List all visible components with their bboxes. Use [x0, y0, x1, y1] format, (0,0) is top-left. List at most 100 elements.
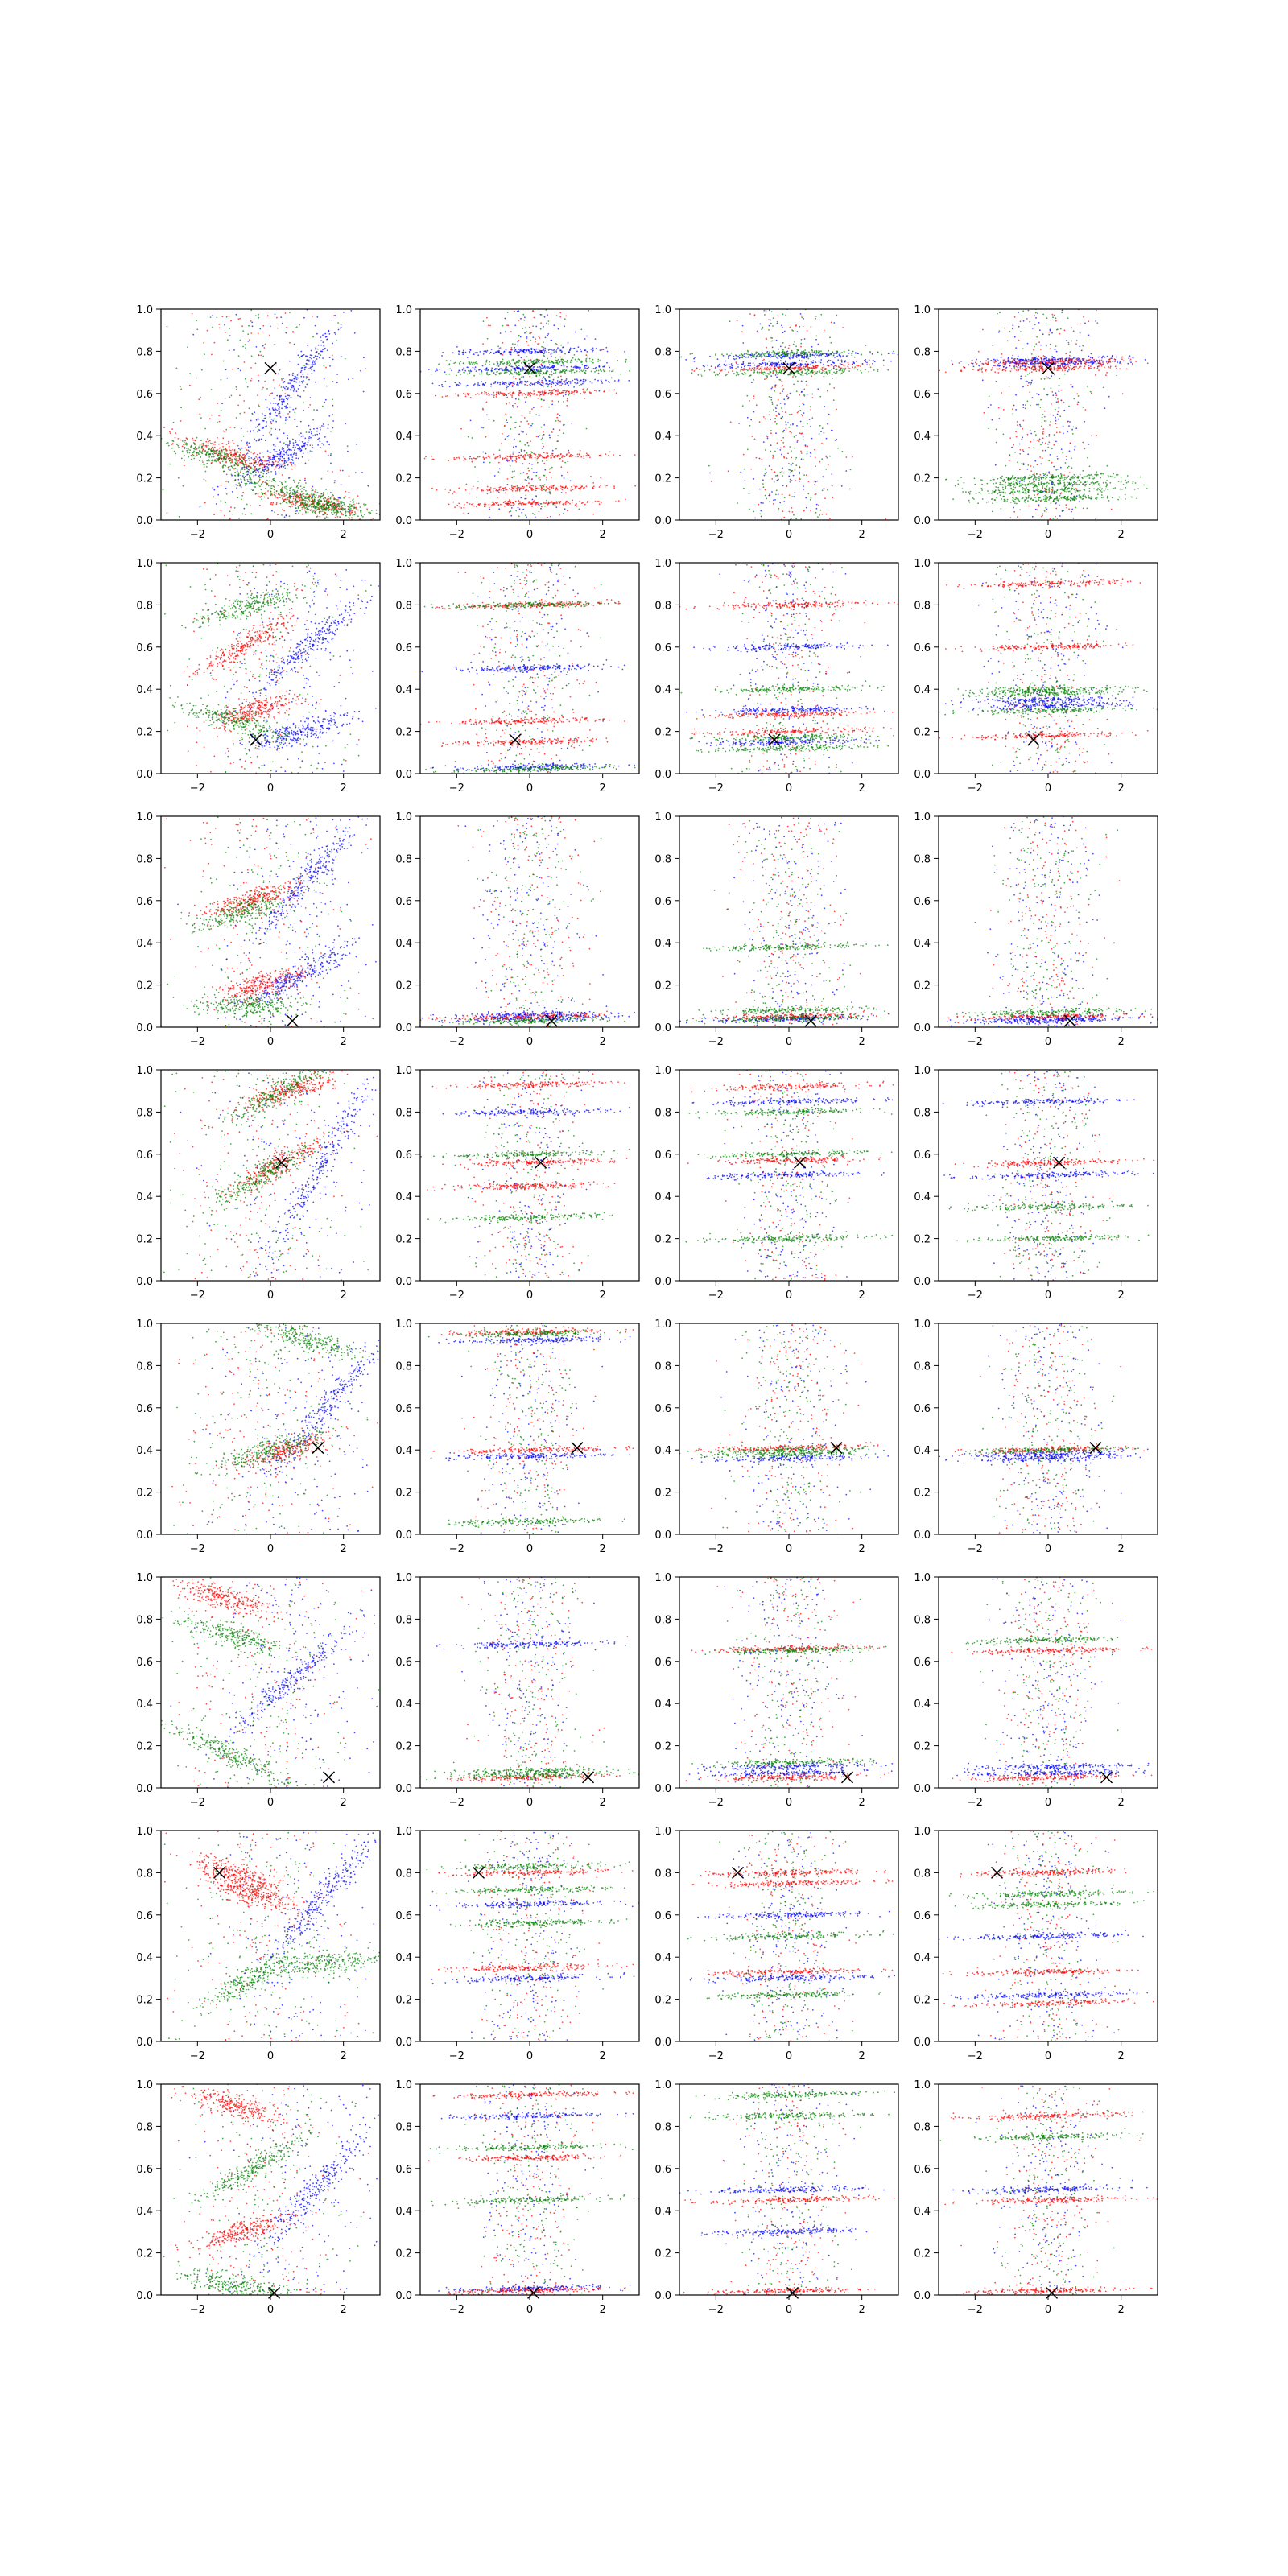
x-tick-label: 0 [267, 1290, 274, 1302]
y-tick-label: 0.4 [914, 938, 931, 950]
x-tick-label: 0 [1045, 529, 1051, 541]
subplot-r8-c1: −2 0 2 0.0 0.2 0.4 0.6 0.8 1.0 [136, 2079, 381, 2316]
x-tick-label: 0 [526, 1290, 533, 1302]
y-tick-label: 0.2 [395, 1488, 412, 1500]
y-tick-label: 0.4 [654, 1952, 671, 1964]
y-tick-label: 0.8 [395, 600, 412, 612]
y-tick-label: 1.0 [395, 811, 412, 824]
y-tick-label: 0.0 [136, 2290, 153, 2302]
axes-frame [938, 815, 1158, 1028]
subplot-r5-c3: −2 0 2 0.0 0.2 0.4 0.6 0.8 1.0 [654, 1319, 899, 1555]
scatter-points [420, 816, 635, 1027]
y-tick-label: 1.0 [914, 558, 931, 570]
x-tick-label: −2 [449, 782, 464, 795]
y-tick-label: 0.6 [395, 1910, 412, 1922]
x-marker [1042, 361, 1055, 374]
x-tick-label: −2 [968, 2050, 983, 2062]
x-marker [473, 1866, 485, 1879]
y-tick-label: 0.6 [914, 642, 931, 654]
y-tick-label: 0.6 [654, 1910, 671, 1922]
x-marker [1027, 733, 1040, 746]
x-tick-label: 2 [341, 529, 347, 541]
y-tick-label: 0.8 [395, 2121, 412, 2133]
y-tick-label: 0.8 [395, 1360, 412, 1373]
y-tick-label: 0.4 [914, 1699, 931, 1711]
subplot-r4-c2: −2 0 2 0.0 0.2 0.4 0.6 0.8 1.0 [395, 1065, 640, 1302]
subplot-r1-c1: −2 0 2 0.0 0.2 0.4 0.6 0.8 1.0 [136, 304, 381, 541]
axes-frame [160, 2083, 381, 2296]
y-tick-label: 1.0 [395, 2079, 412, 2091]
x-tick-label: −2 [968, 529, 983, 541]
x-tick-label: 2 [341, 782, 347, 795]
subplot-r7-c2: −2 0 2 0.0 0.2 0.4 0.6 0.8 1.0 [395, 1826, 640, 2062]
y-tick-label: 0.6 [914, 1657, 931, 1669]
y-tick-label: 0.8 [914, 346, 931, 358]
y-tick-label: 0.4 [136, 431, 153, 443]
y-tick-label: 1.0 [654, 1826, 671, 1838]
y-tick-label: 0.6 [654, 389, 671, 401]
y-tick-label: 0.2 [654, 1488, 671, 1500]
y-tick-label: 0.6 [654, 1150, 671, 1162]
x-tick-label: −2 [708, 2304, 724, 2316]
y-tick-label: 1.0 [654, 1065, 671, 1077]
x-tick-label: 2 [1118, 1036, 1125, 1048]
y-tick-label: 0.6 [654, 2164, 671, 2176]
axes-frame [419, 1323, 640, 1535]
y-tick-label: 0.6 [654, 896, 671, 908]
x-marker [582, 1771, 595, 1784]
y-tick-label: 0.4 [136, 938, 153, 950]
scatter-points [166, 1323, 380, 1534]
y-tick-label: 0.8 [395, 1107, 412, 1119]
y-tick-label: 0.0 [654, 769, 671, 781]
y-tick-label: 1.0 [654, 558, 671, 570]
y-tick-label: 0.8 [654, 346, 671, 358]
y-tick-label: 0.0 [136, 1276, 153, 1288]
scatter-points [939, 1831, 1155, 2041]
x-tick-label: 2 [859, 1036, 865, 1048]
y-tick-label: 0.6 [136, 1657, 153, 1669]
y-tick-label: 0.6 [914, 1150, 931, 1162]
y-tick-label: 0.4 [914, 684, 931, 696]
y-tick-label: 0.2 [395, 980, 412, 993]
y-tick-label: 0.0 [136, 515, 153, 527]
subplot-r7-c1: −2 0 2 0.0 0.2 0.4 0.6 0.8 1.0 [136, 1826, 381, 2062]
y-tick-label: 0.6 [136, 2164, 153, 2176]
axes-frame [679, 815, 899, 1028]
subplot-r5-c4: −2 0 2 0.0 0.2 0.4 0.6 0.8 1.0 [914, 1319, 1158, 1555]
x-tick-label: 2 [859, 2050, 865, 2062]
x-marker [794, 1156, 807, 1169]
x-marker [545, 1014, 558, 1027]
x-tick-label: 2 [341, 1543, 347, 1555]
scatter-points [685, 1577, 894, 1788]
y-tick-label: 0.0 [136, 2037, 153, 2049]
subplot-r7-c3: −2 0 2 0.0 0.2 0.4 0.6 0.8 1.0 [654, 1826, 899, 2062]
y-tick-label: 0.8 [395, 853, 412, 865]
x-marker [991, 1866, 1004, 1879]
y-tick-label: 0.0 [395, 2037, 412, 2049]
y-tick-label: 0.6 [654, 1657, 671, 1669]
y-tick-label: 1.0 [914, 1065, 931, 1077]
x-tick-label: −2 [190, 1797, 205, 1809]
y-tick-label: 0.6 [395, 2164, 412, 2176]
y-tick-label: 0.6 [654, 1403, 671, 1415]
x-tick-label: 2 [859, 782, 865, 795]
y-tick-label: 0.4 [395, 1699, 412, 1711]
y-tick-label: 0.2 [395, 1995, 412, 2007]
y-tick-label: 0.2 [654, 727, 671, 739]
subplot-r8-c2: −2 0 2 0.0 0.2 0.4 0.6 0.8 1.0 [395, 2079, 640, 2316]
x-tick-label: 0 [526, 1036, 533, 1048]
x-tick-label: 0 [526, 529, 533, 541]
y-tick-label: 0.2 [136, 727, 153, 739]
y-tick-label: 0.2 [136, 1741, 153, 1753]
y-tick-label: 0.2 [914, 1488, 931, 1500]
y-tick-label: 0.0 [395, 1530, 412, 1542]
x-tick-label: −2 [968, 1036, 983, 1048]
y-tick-label: 0.2 [654, 1234, 671, 1246]
x-tick-label: −2 [449, 2304, 464, 2316]
scatter-points [164, 816, 377, 1027]
axes-frame [938, 2083, 1158, 2296]
subplot-r1-c4: −2 0 2 0.0 0.2 0.4 0.6 0.8 1.0 [914, 304, 1158, 541]
y-tick-label: 0.0 [654, 2037, 671, 2049]
y-tick-label: 0.2 [136, 1995, 153, 2007]
y-tick-label: 0.0 [395, 1783, 412, 1795]
